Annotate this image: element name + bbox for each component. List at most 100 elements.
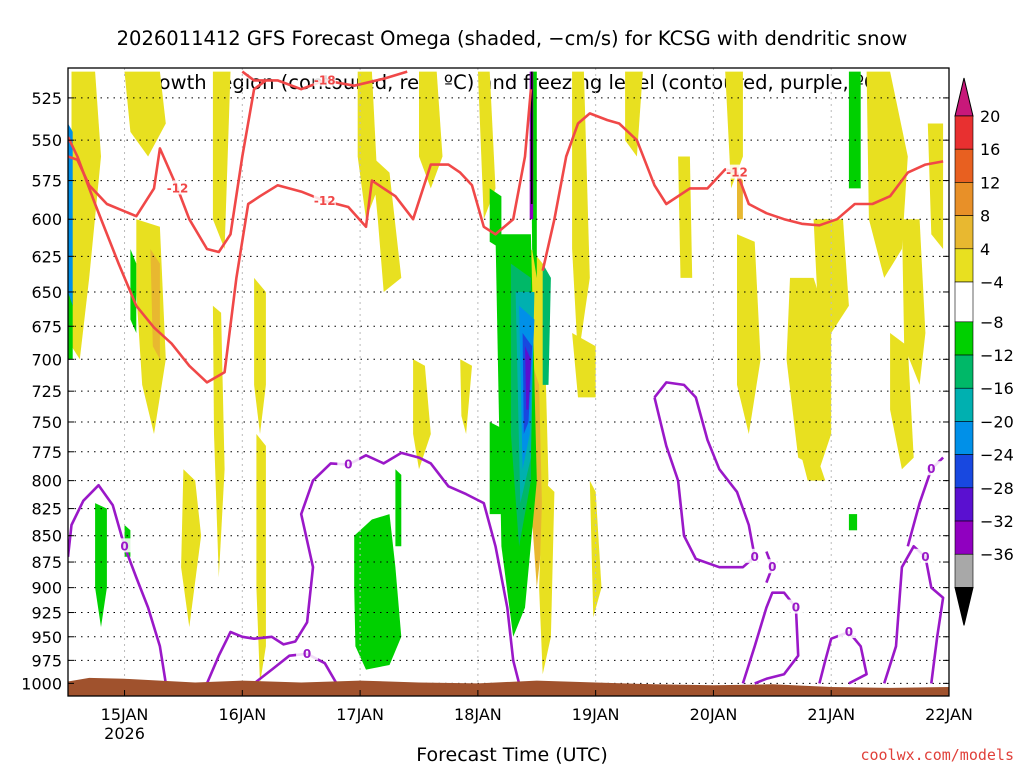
- plot-frame: [67, 67, 950, 697]
- y-tick-900: 900: [31, 579, 62, 598]
- omega-region-29: [901, 219, 926, 385]
- freezing-contour-3: 0: [653, 381, 766, 569]
- omega-region-8: [256, 434, 266, 684]
- dgz-contour-line-3: [241, 70, 408, 91]
- y-tick-975: 975: [31, 651, 62, 670]
- omega-region-17: [572, 71, 590, 360]
- omega-region-31: [927, 123, 944, 249]
- freezing-contour-1: 0: [205, 451, 521, 684]
- ground-surface: [68, 677, 949, 696]
- freezing-contour-label-bg-1: [337, 456, 360, 471]
- colorbar-box-neg-4: [954, 454, 974, 489]
- y-tick-800: 800: [31, 472, 62, 491]
- omega-region-1: [124, 71, 166, 157]
- omega-region-24: [737, 234, 761, 434]
- omega-region-10: [371, 156, 402, 292]
- omega-region-36: [95, 503, 107, 628]
- omega-region-27: [813, 219, 849, 333]
- colorbar-box-pos-3: [954, 215, 974, 250]
- colorbar-box-pos-0: [954, 115, 974, 150]
- omega-region-11: [419, 71, 443, 189]
- y-tick-750: 750: [31, 413, 62, 432]
- freezing-contour-label-0: 0: [120, 539, 128, 553]
- x-tick-19JAN: 19JAN: [572, 705, 620, 724]
- y-tick-575: 575: [31, 172, 62, 191]
- freezing-contour-label-bg-4: [784, 599, 807, 614]
- omega-region-30: [890, 333, 914, 470]
- y-tick-700: 700: [31, 350, 62, 369]
- y-tick-600: 600: [31, 210, 62, 229]
- y-tick-775: 775: [31, 443, 62, 462]
- freezing-contour-label-6: 0: [921, 550, 929, 564]
- colorbar-label-8: −16: [980, 379, 1014, 398]
- colorbar-label-4: 4: [980, 240, 990, 259]
- freezing-contour-label-bg-0: [113, 538, 136, 553]
- y-tick-875: 875: [31, 553, 62, 572]
- omega-region-25: [786, 277, 832, 470]
- dgz-contour-1: -12: [68, 89, 533, 384]
- omega-region-32: [413, 359, 431, 470]
- y-tick-1000: 1000: [21, 674, 62, 693]
- omega-region-0: [71, 71, 101, 360]
- freezing-contour-line-3: [653, 381, 756, 569]
- omega-region-52: [848, 514, 858, 531]
- omega-region-38: [354, 514, 402, 670]
- omega-region-6: [212, 305, 225, 578]
- omega-shading: [68, 71, 944, 684]
- x-tick-18JAN: 18JAN: [454, 705, 502, 724]
- freezing-contour-label-7: 0: [927, 462, 935, 476]
- y-tick-675: 675: [31, 317, 62, 336]
- colorbar-label-6: −8: [980, 313, 1004, 332]
- colorbar-label-5: −4: [980, 273, 1004, 292]
- y-tick-625: 625: [31, 247, 62, 266]
- x-tick-17JAN: 17JAN: [336, 705, 384, 724]
- freezing-contour-7: 0: [906, 456, 945, 547]
- omega-region-21: [678, 156, 693, 278]
- x-axis-ticks: 15JAN 16JAN 17JAN 18JAN 19JAN 20JAN 21JAN 22JAN…: [101, 690, 973, 743]
- y-axis-ticks: 525 550 575 600 625 650 675 700 725 750 775 800 825 8…: [21, 89, 949, 693]
- dgz-contour-label-3: -18: [314, 73, 336, 87]
- omega-region-5: [212, 71, 231, 249]
- dgz-contour-label-bg-0: [166, 180, 189, 195]
- freezing-contour-8: 0: [761, 551, 784, 584]
- x-tick-21JAN: 21JAN: [807, 705, 855, 724]
- omega-region-34: [68, 123, 73, 306]
- colorbar-box-neg-5: [954, 487, 974, 522]
- x-tick-15JAN: 15JAN: [101, 705, 149, 724]
- x-axis-label: Forecast Time (UTC): [416, 744, 608, 766]
- dgz-contour-0: -12: [68, 79, 267, 254]
- freezing-contour-label-bg-5: [837, 623, 860, 638]
- y-tick-725: 725: [31, 382, 62, 401]
- freezing-contour-label-bg-2: [296, 645, 319, 660]
- freezing-contour-4: 0: [741, 591, 807, 685]
- dgz-contour-label-1: -12: [314, 194, 336, 208]
- freezing-contour-0: 0: [68, 483, 168, 684]
- colorbar-label-7: −12: [980, 346, 1014, 365]
- colorbar-label-10: −24: [980, 446, 1014, 465]
- freezing-contour-label-bg-3: [743, 548, 766, 563]
- y-tick-950: 950: [31, 628, 62, 647]
- x-tick-16JAN: 16JAN: [218, 705, 266, 724]
- colorbar-box-neg-6: [954, 520, 974, 555]
- dgz-contour-label-2: -12: [726, 166, 748, 180]
- freezing-contour-line-5: [818, 630, 868, 685]
- omega-region-51: [848, 71, 861, 189]
- colorbar-label-0: 20: [980, 107, 1000, 126]
- omega-region-39: [395, 469, 402, 547]
- freezing-contour-5: 0: [818, 623, 868, 685]
- terrain-ground-layer: [68, 677, 949, 696]
- omega-region-41: [489, 422, 502, 515]
- freezing-contour-label-1: 0: [344, 458, 352, 472]
- omega-region-26: [801, 457, 826, 481]
- colorbar-label-1: 16: [980, 140, 1000, 159]
- dgz-contour-3: -18: [241, 70, 408, 91]
- omega-region-53: [542, 263, 551, 385]
- y-tick-650: 650: [31, 283, 62, 302]
- freezing-contour-line-2: [253, 652, 338, 685]
- freezing-contour-line-6: [882, 545, 945, 684]
- omega-region-13: [477, 71, 496, 220]
- chart-title-line1: 2026011412 GFS Forecast Omega (shaded, −…: [116, 27, 908, 50]
- colorbar-box-neg-1: [954, 354, 974, 389]
- freezing-contour-label-bg-8: [761, 559, 784, 574]
- colorbar-box-white: [954, 281, 974, 323]
